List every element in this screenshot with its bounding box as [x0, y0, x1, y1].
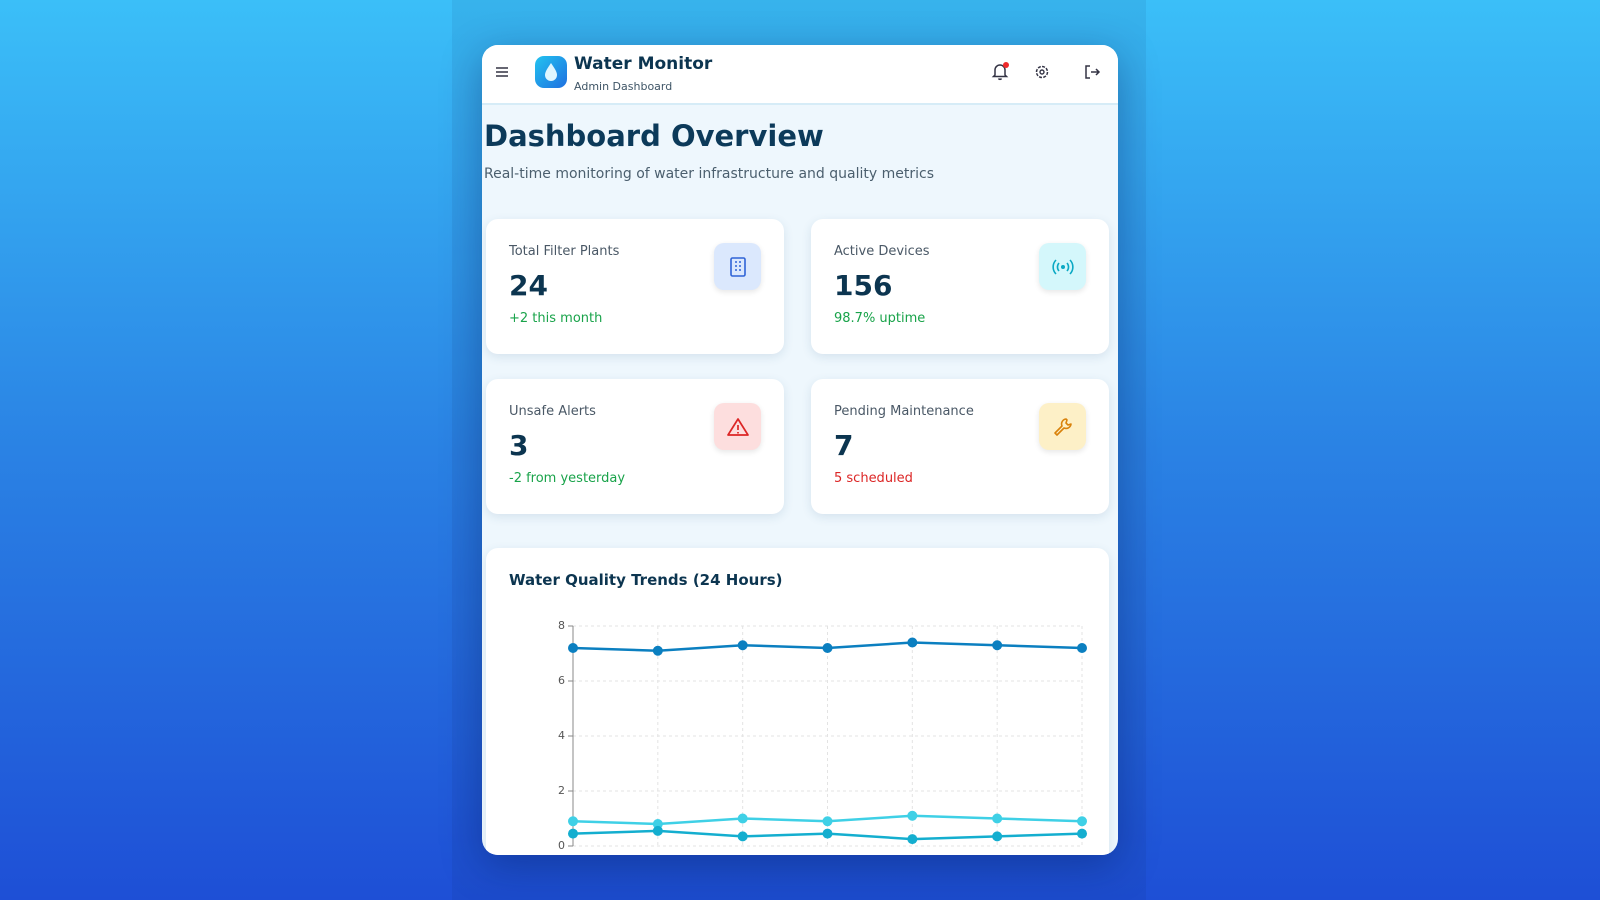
- header: Water Monitor Admin Dashboard: [482, 45, 1118, 105]
- y-tick-label: 6: [558, 674, 565, 687]
- stat-note: 5 scheduled: [834, 471, 913, 486]
- stat-value: 7: [834, 429, 854, 462]
- settings-button[interactable]: [1032, 62, 1052, 82]
- stat-label: Total Filter Plants: [509, 244, 620, 259]
- stat-note: 98.7% uptime: [834, 311, 926, 326]
- data-point: [568, 643, 578, 653]
- data-point: [1077, 643, 1087, 653]
- stat-icon: [714, 243, 761, 290]
- y-tick-label: 0: [558, 839, 565, 852]
- stat-icon: [1039, 243, 1086, 290]
- stat-note: +2 this month: [509, 311, 603, 326]
- data-point: [907, 810, 918, 821]
- stat-card: Active Devices 156 98.7% uptime: [811, 219, 1109, 354]
- data-point: [907, 637, 918, 648]
- data-point: [907, 834, 918, 845]
- data-point: [737, 813, 748, 824]
- stat-note: -2 from yesterday: [509, 471, 626, 486]
- logout-button[interactable]: [1082, 62, 1102, 82]
- y-tick-label: 2: [558, 784, 565, 797]
- chart-card: Water Quality Trends (24 Hours) 0 2 4 6 8: [486, 548, 1109, 855]
- app-subtitle: Admin Dashboard: [574, 80, 673, 93]
- stat-icon: [714, 403, 761, 450]
- logo: [535, 56, 567, 88]
- y-tick-label: 4: [558, 729, 565, 742]
- data-point: [652, 645, 663, 656]
- data-point: [737, 831, 748, 842]
- app-window: Water Monitor Admin Dashboard Dashboard …: [482, 45, 1118, 855]
- page-title: Dashboard Overview: [484, 119, 824, 153]
- stat-value: 156: [834, 269, 893, 302]
- notifications-button[interactable]: [988, 59, 1012, 83]
- data-point: [568, 828, 578, 839]
- chart: 0 2 4 6 8: [558, 619, 1087, 852]
- y-tick-label: 8: [558, 619, 565, 632]
- menu-button[interactable]: [494, 64, 510, 80]
- stat-card: Pending Maintenance 7 5 scheduled: [811, 379, 1109, 514]
- data-point: [822, 816, 833, 827]
- stat-icon: [1039, 403, 1086, 450]
- page-subtitle: Real-time monitoring of water infrastruc…: [484, 166, 934, 182]
- data-point: [568, 816, 578, 827]
- data-point: [992, 831, 1003, 842]
- data-point: [652, 825, 663, 836]
- stat-card: Unsafe Alerts 3 -2 from yesterday: [486, 379, 784, 514]
- data-point: [822, 828, 833, 839]
- data-point: [737, 640, 748, 651]
- data-point: [822, 643, 833, 653]
- data-point: [1077, 816, 1087, 827]
- data-point: [992, 640, 1003, 651]
- stat-value: 24: [509, 269, 548, 302]
- stat-value: 3: [509, 429, 529, 462]
- data-point: [992, 813, 1003, 824]
- stat-label: Pending Maintenance: [834, 404, 974, 419]
- stat-label: Unsafe Alerts: [509, 404, 596, 419]
- stat-card: Total Filter Plants 24 +2 this month: [486, 219, 784, 354]
- app-title: Water Monitor: [574, 54, 713, 74]
- data-point: [1077, 828, 1087, 839]
- data-point: [652, 819, 663, 829]
- stat-label: Active Devices: [834, 244, 930, 259]
- chart-title: Water Quality Trends (24 Hours): [509, 571, 783, 589]
